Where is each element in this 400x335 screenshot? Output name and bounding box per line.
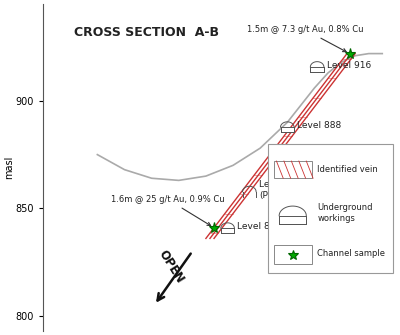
Bar — [268, 144, 393, 273]
Text: Level 916: Level 916 — [327, 61, 371, 70]
Text: Channel sample: Channel sample — [317, 249, 385, 258]
Bar — [221, 228, 234, 233]
Bar — [279, 216, 306, 224]
Bar — [274, 245, 312, 264]
Bar — [280, 127, 294, 132]
Text: Level 858
(Projected): Level 858 (Projected) — [259, 180, 308, 200]
Bar — [274, 161, 312, 178]
Text: Underground
workings: Underground workings — [317, 203, 373, 223]
Bar — [310, 67, 324, 72]
Text: CROSS SECTION  A-B: CROSS SECTION A-B — [74, 25, 219, 39]
Text: Identified vein: Identified vein — [317, 165, 378, 174]
Text: Level 888: Level 888 — [297, 121, 341, 130]
Text: 1.6m @ 25 g/t Au, 0.9% Cu: 1.6m @ 25 g/t Au, 0.9% Cu — [111, 195, 224, 225]
Y-axis label: masl: masl — [4, 156, 14, 179]
Text: 1.5m @ 7.3 g/t Au, 0.8% Cu: 1.5m @ 7.3 g/t Au, 0.8% Cu — [246, 25, 363, 52]
Text: Level 841: Level 841 — [237, 222, 281, 231]
Text: OPEN: OPEN — [155, 247, 186, 285]
